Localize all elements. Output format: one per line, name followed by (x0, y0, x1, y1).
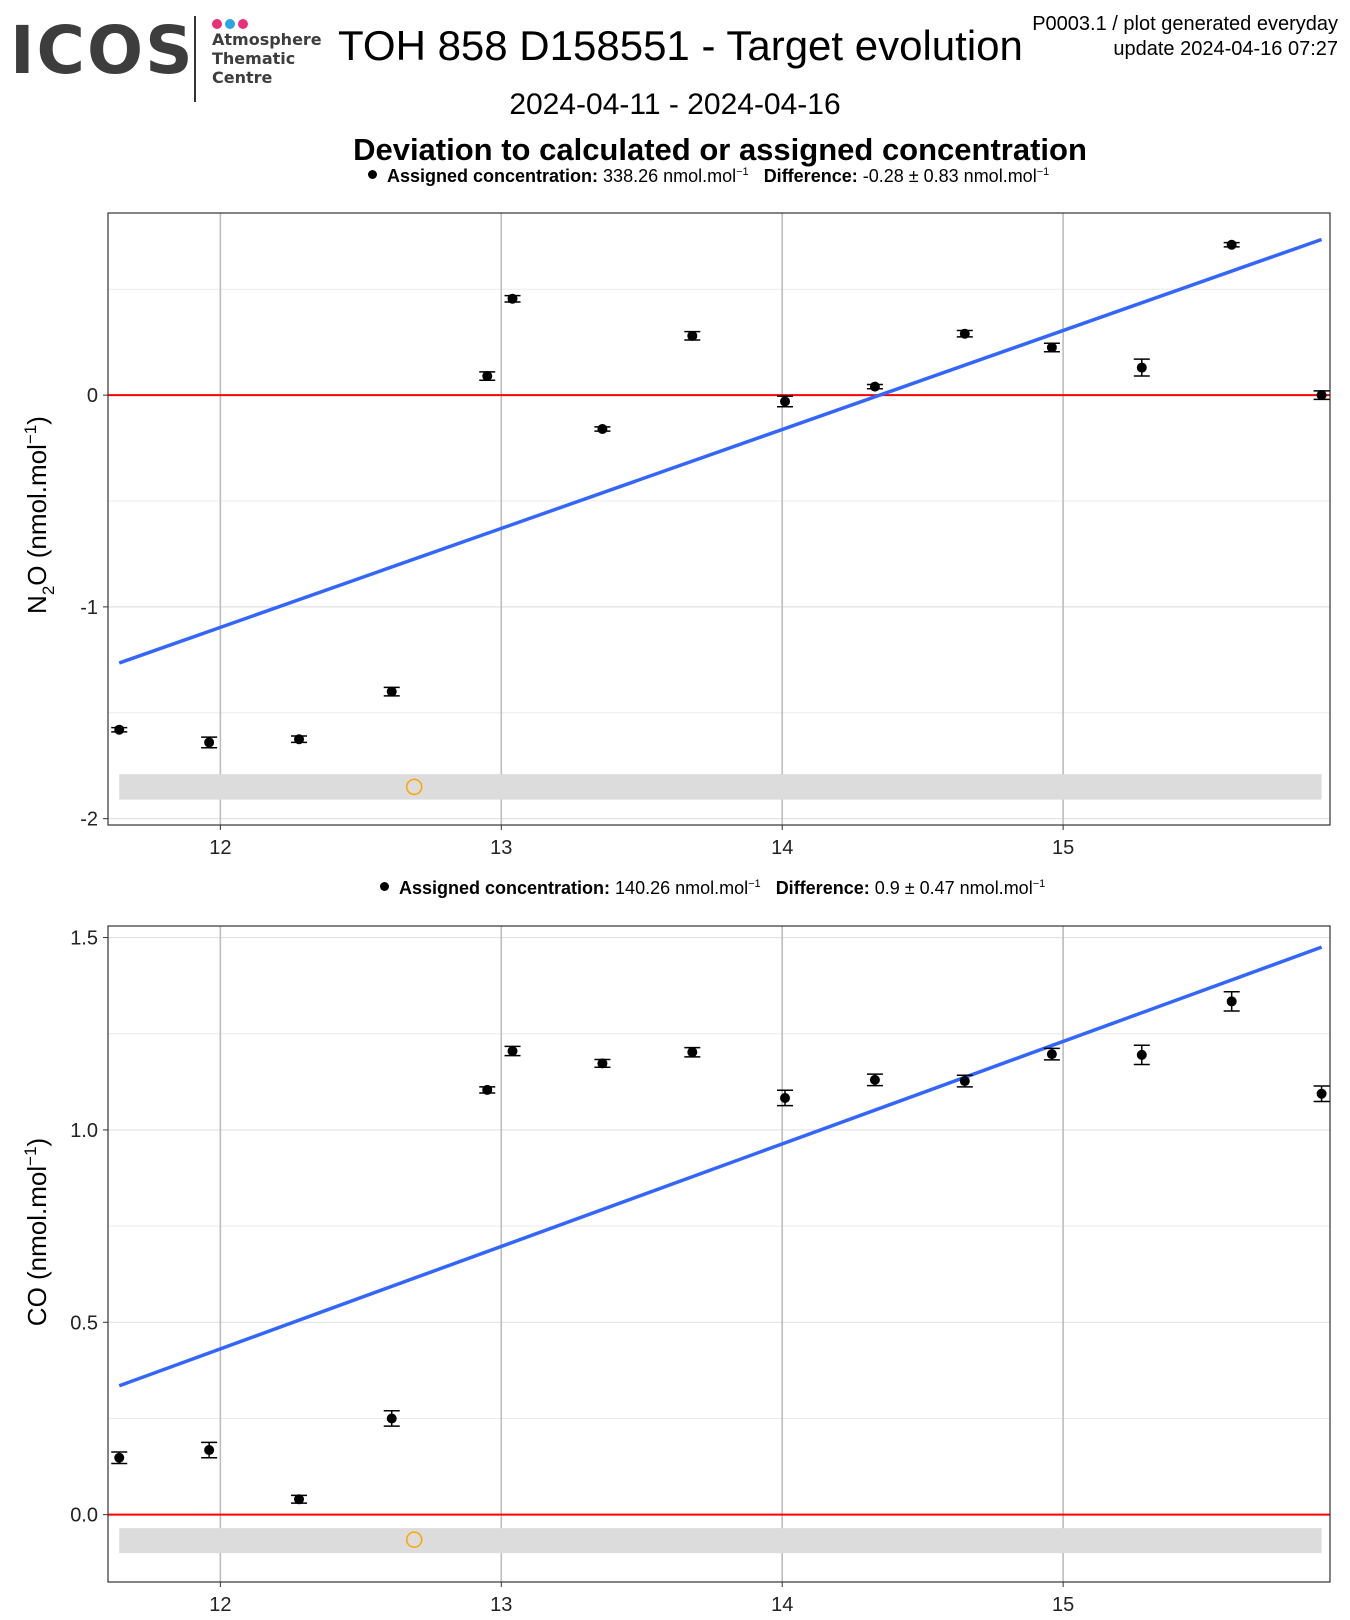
outlier-point (405, 778, 423, 796)
data-point (780, 1092, 791, 1103)
data-point (482, 1084, 493, 1095)
date-range: 2024-04-11 - 2024-04-16 (509, 88, 841, 121)
x-tick-label: 12 (209, 1594, 231, 1616)
x-tick-label: 13 (490, 1594, 512, 1616)
x-tick-label: 14 (771, 837, 793, 859)
x-tick-label: 13 (490, 837, 512, 859)
assigned-value: 338.26 nmol.mol (603, 166, 737, 186)
unit-exponent: −1 (748, 878, 761, 890)
chart-subtitle: Deviation to calculated or assigned conc… (353, 132, 1087, 167)
uncertainty-band (119, 1528, 1322, 1554)
logo-dot (212, 19, 222, 29)
meta-line: update 2024-04-16 07:27 (1113, 38, 1338, 60)
difference-value: -0.28 ± 0.83 nmol.mol (862, 166, 1037, 186)
data-point (386, 1413, 397, 1424)
logo-dot (238, 19, 248, 29)
uncertainty-band (119, 774, 1322, 800)
data-point (1226, 239, 1237, 250)
data-point (1226, 996, 1237, 1007)
y-tick-label: 1.0 (70, 1120, 98, 1142)
data-point (1136, 1049, 1147, 1060)
generation-info: P0003.1 / plot generated everyday update… (1032, 12, 1338, 62)
y-tick-label: 0.5 (70, 1312, 98, 1334)
logo-line: Centre (212, 68, 273, 87)
assigned-label: Assigned concentration: (387, 166, 599, 186)
y-tick-label: 0.0 (70, 1505, 98, 1527)
logo-dot (225, 19, 235, 29)
x-tick-label: 14 (771, 1594, 793, 1616)
trend-line (118, 945, 1323, 1388)
y-tick-label: -2 (80, 809, 98, 831)
data-point (507, 293, 518, 304)
x-tick-label: 15 (1052, 837, 1074, 859)
x-tick-label: 12 (209, 837, 231, 859)
data-point (687, 330, 698, 341)
data-point (780, 396, 791, 407)
data-point (1316, 390, 1327, 401)
x-tick-label: 15 (1052, 1594, 1074, 1616)
difference-value: 0.9 ± 0.47 nmol.mol (874, 878, 1033, 898)
logo-divider (194, 16, 196, 102)
panel-border (107, 925, 1331, 1583)
data-point (959, 1076, 970, 1087)
y-tick-label: 0 (87, 385, 98, 407)
assigned-label: Assigned concentration: (399, 878, 611, 898)
data-point (1046, 342, 1057, 353)
page-title: TOH 858 D158551 - Target evolution (338, 22, 1023, 69)
difference-label: Difference: (763, 166, 858, 186)
data-point (482, 371, 493, 382)
icos-logo-word: ICOS (10, 12, 195, 89)
panel-border (107, 212, 1331, 826)
meta-line: P0003.1 / plot generated everyday (1032, 13, 1338, 35)
logo-line: Thematic (212, 49, 296, 68)
legend-point-icon (368, 170, 377, 179)
data-point (114, 724, 125, 735)
data-point (204, 1445, 215, 1456)
logo-text: Atmosphere Thematic Centre (212, 30, 322, 87)
data-point (294, 734, 305, 745)
data-point (597, 424, 608, 434)
data-point (507, 1046, 518, 1057)
legend-co: Assigned concentration: 140.26 nmol.mol−… (380, 878, 1045, 899)
outlier-point (405, 1531, 423, 1548)
data-point (204, 737, 215, 748)
difference-label: Difference: (775, 878, 870, 898)
legend-point-icon (380, 882, 389, 891)
data-point (1046, 1049, 1057, 1060)
data-point (386, 686, 397, 697)
data-point (294, 1494, 305, 1505)
data-point (869, 381, 880, 392)
logo-line: Atmosphere (212, 30, 322, 49)
legend-n2o: Assigned concentration: 338.26 nmol.mol−… (368, 166, 1049, 187)
data-point (114, 1452, 125, 1463)
data-point (869, 1074, 880, 1085)
data-point (1316, 1088, 1327, 1099)
data-point (959, 328, 970, 339)
data-point (687, 1047, 698, 1058)
unit-exponent: −1 (1032, 878, 1046, 890)
y-tick-label: 1.5 (70, 928, 98, 950)
logo-dots (212, 16, 251, 34)
data-point (1136, 362, 1147, 373)
trend-line (118, 237, 1323, 665)
unit-exponent: −1 (736, 166, 749, 178)
assigned-value: 140.26 nmol.mol (615, 878, 749, 898)
unit-exponent: −1 (1036, 166, 1050, 178)
data-point (597, 1058, 608, 1069)
y-tick-label: -1 (80, 597, 98, 619)
